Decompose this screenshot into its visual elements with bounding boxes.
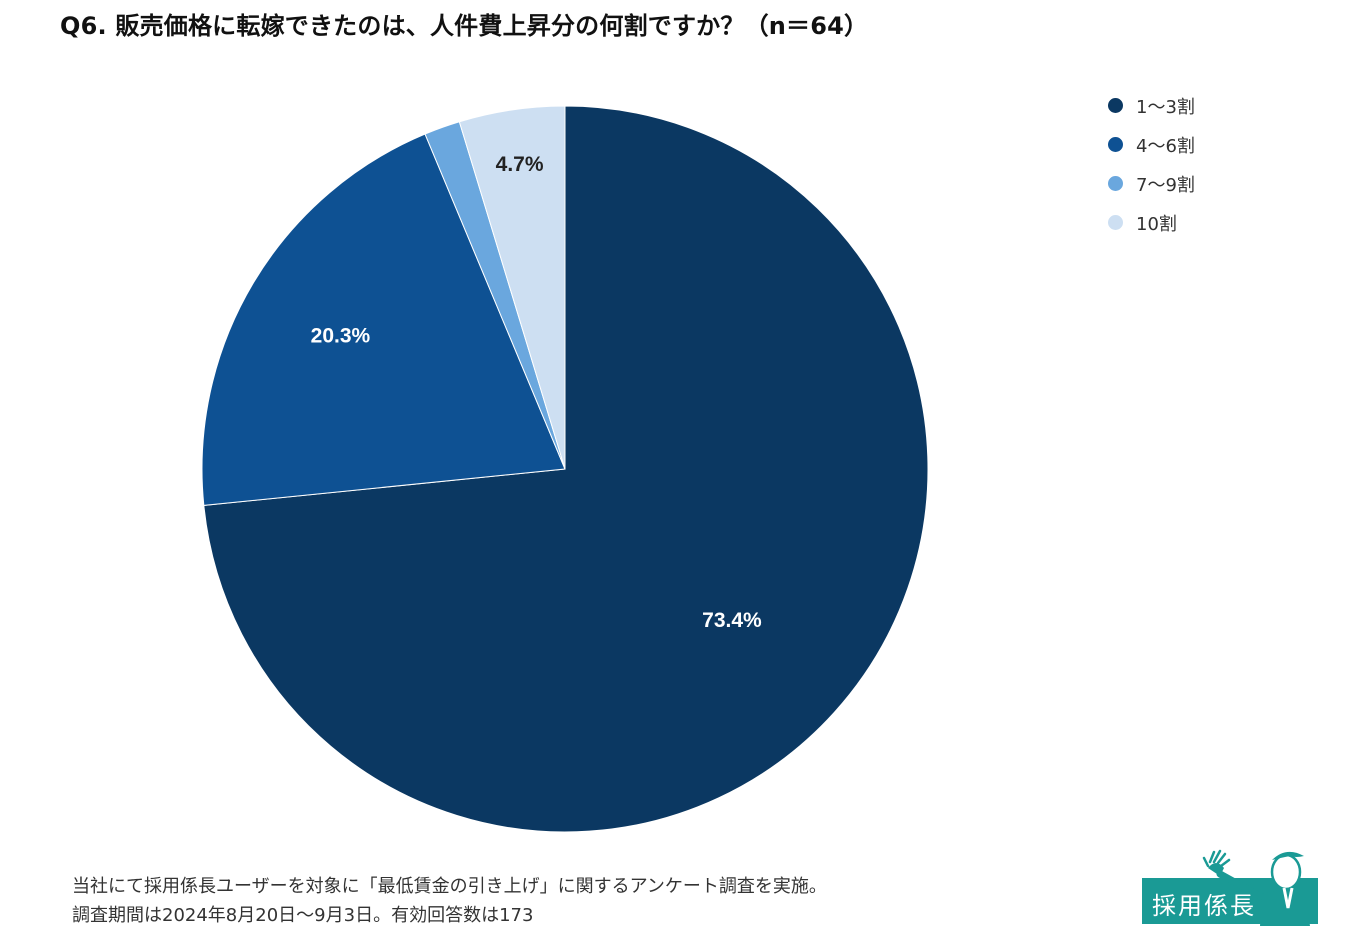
footer-note: 当社にて採用係長ユーザーを対象に「最低賃金の引き上げ」に関するアンケート調査を実… (72, 872, 827, 930)
legend-label: 1〜3割 (1136, 96, 1195, 118)
chart-title: Q6. 販売価格に転嫁できたのは、人件費上昇分の何割ですか？（n＝64） (60, 12, 869, 40)
legend-swatch-icon (1108, 98, 1123, 113)
legend-label: 10割 (1136, 213, 1177, 235)
legend: 1〜3割 4〜6割 7〜9割 10割 (1108, 86, 1195, 242)
legend-swatch-icon (1108, 215, 1123, 230)
pie-label-4: 4.7% (496, 153, 544, 176)
legend-item-1: 1〜3割 (1108, 86, 1195, 125)
pie-labels: 73.4% 20.3% 4.7% (311, 153, 762, 632)
pie-label-2: 20.3% (311, 324, 371, 347)
legend-item-3: 7〜9割 (1108, 164, 1195, 203)
company-logo: 採用係長 (1140, 848, 1322, 928)
footer-line-2: 調査期間は2024年8月20日〜9月3日。有効回答数は173 (72, 905, 534, 926)
footer-line-1: 当社にて採用係長ユーザーを対象に「最低賃金の引き上げ」に関するアンケート調査を実… (72, 876, 827, 897)
pie-label-1: 73.4% (702, 609, 762, 632)
pie-slice-1 (203, 105, 929, 833)
mascot-icon (1202, 849, 1310, 926)
logo-text: 採用係長 (1152, 892, 1256, 920)
legend-swatch-icon (1108, 176, 1123, 191)
pie-slice-2 (201, 133, 566, 506)
legend-item-4: 10割 (1108, 203, 1195, 242)
pie-slices (201, 105, 929, 833)
legend-item-2: 4〜6割 (1108, 125, 1195, 164)
legend-label: 4〜6割 (1136, 135, 1195, 157)
legend-swatch-icon (1108, 137, 1123, 152)
pie-slice-4 (458, 105, 566, 470)
legend-label: 7〜9割 (1136, 174, 1195, 196)
